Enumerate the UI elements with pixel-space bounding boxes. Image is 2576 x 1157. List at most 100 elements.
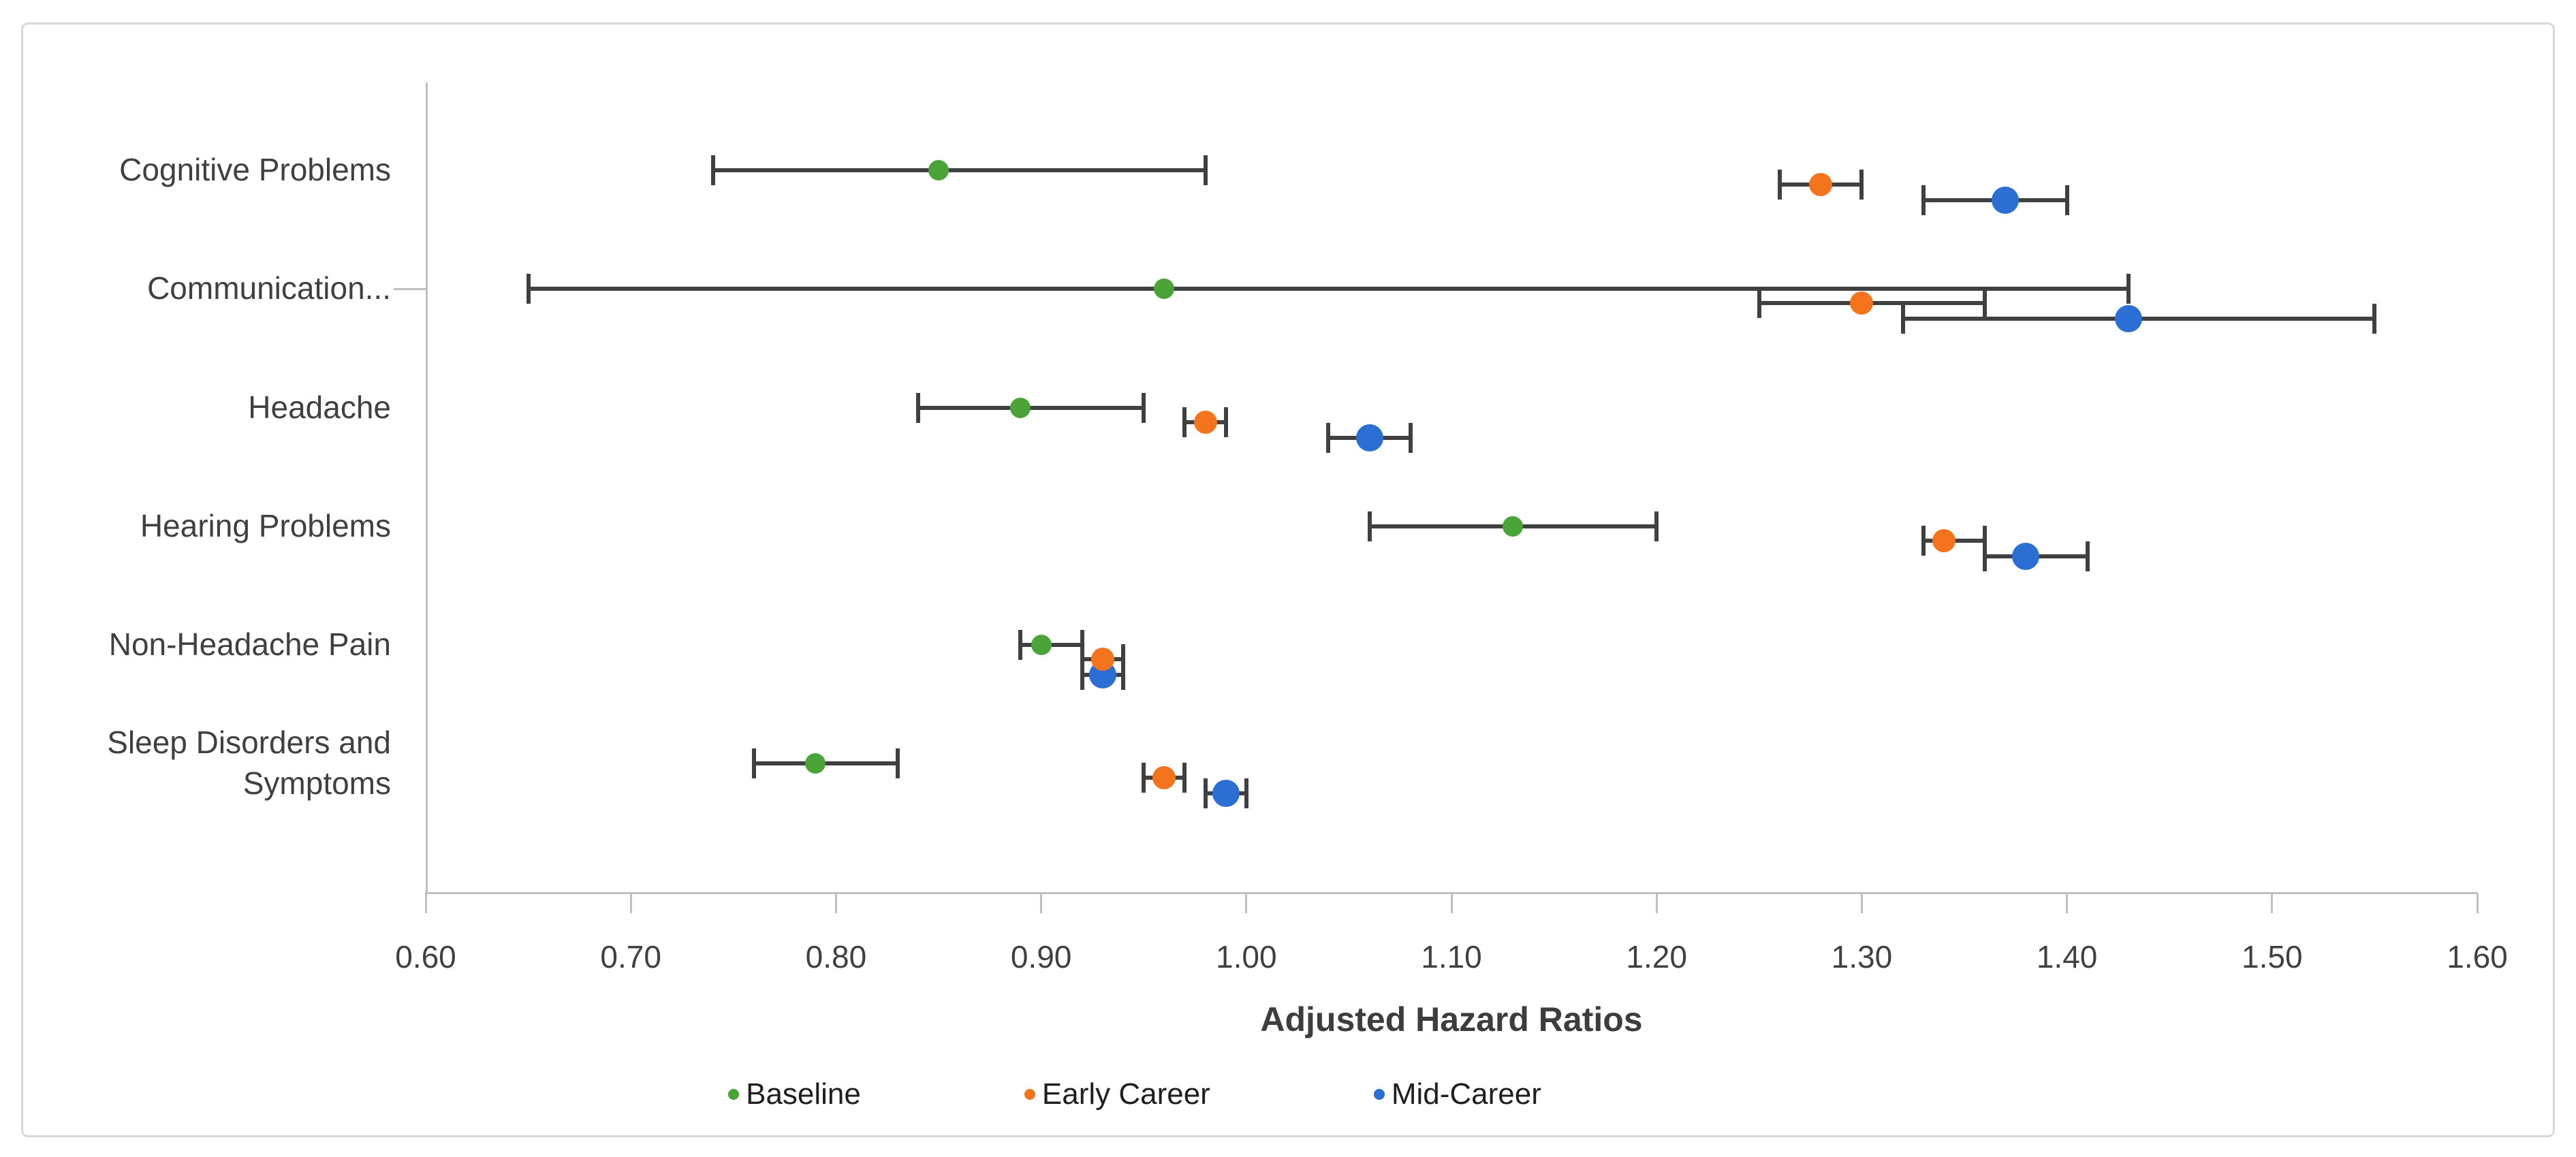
data-point-baseline (1154, 279, 1175, 299)
x-tick-label: 1.40 (2036, 939, 2098, 974)
error-bar-cap (2372, 304, 2377, 334)
error-bar-cap (895, 748, 900, 778)
legend: Baseline Early Career Mid-Career (0, 1077, 2423, 1111)
error-bar-cap (1182, 763, 1187, 793)
y-axis-line (426, 82, 428, 894)
x-axis-tick (2271, 894, 2274, 913)
error-bar-cap (1203, 155, 1208, 185)
data-point-early-career (1152, 766, 1176, 789)
x-tick-label: 1.00 (1216, 939, 1277, 974)
legend-item-baseline: Baseline (728, 1077, 861, 1111)
error-bar-cap (1983, 288, 1988, 318)
category-label-sleep-disorders-and-symptoms: Sleep Disorders and Symptoms (107, 725, 391, 801)
error-bar-cap (1777, 170, 1782, 200)
error-bar-cap (751, 748, 756, 778)
data-point-mid-career (1212, 780, 1240, 807)
x-tick-label: 1.50 (2242, 939, 2303, 974)
x-tick-label: 0.80 (805, 939, 867, 974)
legend-marker-baseline (728, 1089, 740, 1100)
category-label-communication: Communication... (147, 270, 391, 306)
legend-item-early-career: Early Career (1024, 1077, 1210, 1111)
data-point-early-career (1090, 648, 1114, 671)
x-axis-tick (2066, 894, 2069, 913)
x-axis-tick (1860, 894, 1863, 913)
x-axis-tick (424, 894, 427, 913)
x-axis-tick (834, 894, 837, 913)
category-label-headache: Headache (248, 390, 391, 426)
error-bar-cap (1757, 288, 1761, 318)
error-bar-cap (2085, 541, 2090, 571)
data-point-early-career (1193, 411, 1217, 434)
error-bar-cap (1244, 778, 1248, 808)
error-bar-cap (1921, 526, 1926, 556)
error-bar-cap (710, 155, 715, 185)
error-bar-cap (1080, 660, 1084, 690)
legend-label: Early Career (1041, 1077, 1210, 1111)
data-point-mid-career (1992, 187, 2020, 214)
x-axis-tick (1655, 894, 1658, 913)
error-bar-cap (1921, 185, 1926, 215)
x-axis-tick (2476, 894, 2479, 913)
error-bar-baseline (1020, 643, 1082, 647)
legend-item-mid-career: Mid-Career (1373, 1077, 1541, 1111)
error-bar-baseline (917, 406, 1144, 410)
error-bar-cap (1142, 393, 1146, 423)
error-bar-cap (915, 393, 920, 423)
x-tick-label: 1.10 (1421, 939, 1482, 974)
error-bar-cap (1859, 170, 1864, 200)
legend-label: Mid-Career (1391, 1077, 1541, 1111)
error-bar-cap (2064, 185, 2069, 215)
error-bar-cap (1121, 644, 1126, 674)
data-point-early-career (1809, 173, 1833, 196)
data-point-mid-career (1355, 424, 1383, 451)
error-bar-cap (1223, 407, 1228, 437)
data-point-baseline (1503, 516, 1524, 537)
error-bar-cap (1018, 630, 1023, 660)
legend-marker-mid-career (1373, 1089, 1385, 1100)
error-bar-cap (1080, 644, 1084, 674)
error-bar-cap (1983, 541, 1988, 571)
x-tick-label: 1.60 (2447, 939, 2508, 974)
category-label-hearing-problems: Hearing Problems (140, 508, 391, 544)
error-bar-cap (1367, 511, 1372, 541)
legend-marker-early-career (1024, 1089, 1035, 1100)
error-bar-baseline (528, 287, 2129, 291)
x-axis-tick (629, 894, 632, 913)
error-bar-cap (1121, 660, 1126, 690)
x-axis-line (425, 892, 2478, 894)
error-bar-cap (526, 274, 531, 304)
data-point-early-career (1850, 291, 1874, 315)
x-tick-label: 0.60 (395, 939, 456, 974)
error-bar-cap (1142, 763, 1146, 793)
category-label-non-headache-pain: Non-Headache Pain (108, 627, 391, 663)
data-point-baseline (805, 753, 826, 774)
x-axis-tick (1245, 894, 1248, 913)
x-tick-label: 0.70 (600, 939, 661, 974)
data-point-early-career (1932, 529, 1955, 552)
category-axis-tick (394, 287, 426, 290)
error-bar-cap (1203, 778, 1208, 808)
x-axis-tick (1040, 894, 1043, 913)
error-bar-cap (1326, 423, 1331, 453)
data-point-mid-career (2114, 305, 2142, 332)
x-tick-label: 0.90 (1010, 939, 1072, 974)
data-point-mid-career (2012, 543, 2040, 570)
error-bar-cap (1983, 526, 1988, 556)
error-bar-cap (2126, 274, 2131, 304)
data-point-baseline (1031, 635, 1052, 655)
error-bar-cap (1654, 511, 1659, 541)
x-axis-title: Adjusted Hazard Ratios (1260, 1000, 1643, 1039)
legend-label: Baseline (746, 1077, 861, 1111)
error-bar-cap (1900, 304, 1905, 334)
error-bar-baseline (712, 168, 1206, 172)
x-tick-label: 1.30 (1831, 939, 1893, 974)
error-bar-cap (1408, 423, 1413, 453)
x-tick-label: 1.20 (1626, 939, 1687, 974)
x-axis-tick (1450, 894, 1453, 913)
chart-outer-border (21, 22, 2555, 1137)
data-point-baseline (1010, 398, 1031, 418)
data-point-baseline (928, 160, 949, 180)
error-bar-baseline (753, 761, 898, 765)
category-label-cognitive-problems: Cognitive Problems (119, 152, 391, 188)
